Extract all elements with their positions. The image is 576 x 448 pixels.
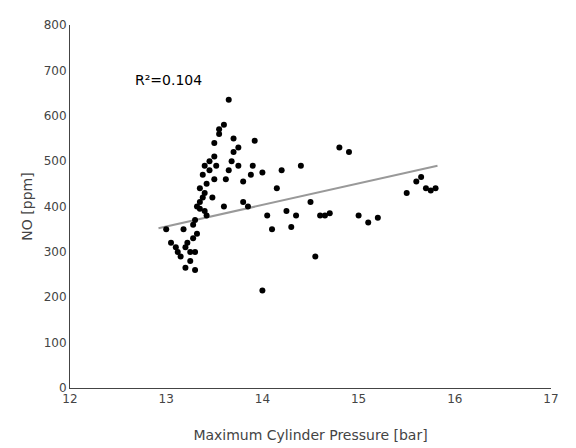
svg-text:700: 700 xyxy=(44,64,67,78)
svg-text:500: 500 xyxy=(44,154,67,168)
svg-text:300: 300 xyxy=(44,245,67,259)
svg-text:15: 15 xyxy=(351,392,366,406)
svg-text:17: 17 xyxy=(543,392,558,406)
svg-text:800: 800 xyxy=(44,18,67,32)
svg-text:Maximum Cylinder Pressure [bar: Maximum Cylinder Pressure [bar] xyxy=(193,427,427,443)
svg-text:16: 16 xyxy=(447,392,462,406)
svg-text:100: 100 xyxy=(44,336,67,350)
svg-text:13: 13 xyxy=(159,392,174,406)
svg-text:12: 12 xyxy=(62,392,77,406)
svg-text:14: 14 xyxy=(255,392,270,406)
svg-text:NO [ppm]: NO [ppm] xyxy=(19,172,35,240)
svg-text:200: 200 xyxy=(44,290,67,304)
svg-text:600: 600 xyxy=(44,109,67,123)
svg-text:400: 400 xyxy=(44,200,67,214)
svg-text:0: 0 xyxy=(59,381,67,395)
svg-text:R²=0.104: R²=0.104 xyxy=(135,72,202,88)
